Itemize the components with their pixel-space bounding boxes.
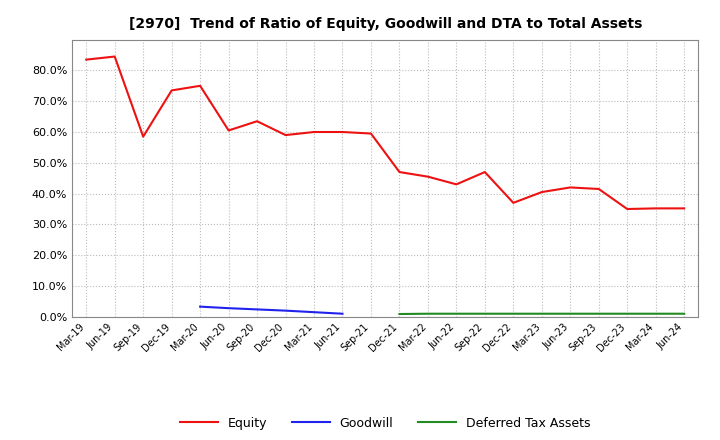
Equity xyxy=(623,206,631,212)
Equity xyxy=(196,83,204,88)
Equity xyxy=(452,182,461,187)
Equity xyxy=(310,129,318,135)
Equity xyxy=(395,169,404,175)
Equity xyxy=(167,88,176,93)
Equity xyxy=(509,200,518,205)
Equity xyxy=(566,185,575,190)
Equity xyxy=(366,131,375,136)
Deferred Tax Assets xyxy=(595,311,603,316)
Goodwill xyxy=(282,308,290,313)
Deferred Tax Assets xyxy=(395,312,404,317)
Title: [2970]  Trend of Ratio of Equity, Goodwill and DTA to Total Assets: [2970] Trend of Ratio of Equity, Goodwil… xyxy=(128,18,642,32)
Line: Equity: Equity xyxy=(86,56,684,209)
Equity xyxy=(139,134,148,139)
Goodwill xyxy=(253,307,261,312)
Deferred Tax Assets xyxy=(423,311,432,316)
Deferred Tax Assets xyxy=(452,311,461,316)
Goodwill xyxy=(225,305,233,311)
Deferred Tax Assets xyxy=(652,311,660,316)
Line: Goodwill: Goodwill xyxy=(200,307,343,314)
Equity xyxy=(423,174,432,179)
Equity xyxy=(282,132,290,138)
Equity xyxy=(595,187,603,192)
Goodwill xyxy=(310,309,318,315)
Legend: Equity, Goodwill, Deferred Tax Assets: Equity, Goodwill, Deferred Tax Assets xyxy=(175,412,595,435)
Equity xyxy=(680,206,688,211)
Deferred Tax Assets xyxy=(680,311,688,316)
Equity xyxy=(537,189,546,194)
Goodwill xyxy=(196,304,204,309)
Equity xyxy=(480,169,489,175)
Deferred Tax Assets xyxy=(480,311,489,316)
Equity xyxy=(652,206,660,211)
Equity xyxy=(225,128,233,133)
Goodwill xyxy=(338,311,347,316)
Equity xyxy=(82,57,91,62)
Deferred Tax Assets xyxy=(537,311,546,316)
Deferred Tax Assets xyxy=(566,311,575,316)
Equity xyxy=(110,54,119,59)
Deferred Tax Assets xyxy=(623,311,631,316)
Deferred Tax Assets xyxy=(509,311,518,316)
Equity xyxy=(338,129,347,135)
Equity xyxy=(253,118,261,124)
